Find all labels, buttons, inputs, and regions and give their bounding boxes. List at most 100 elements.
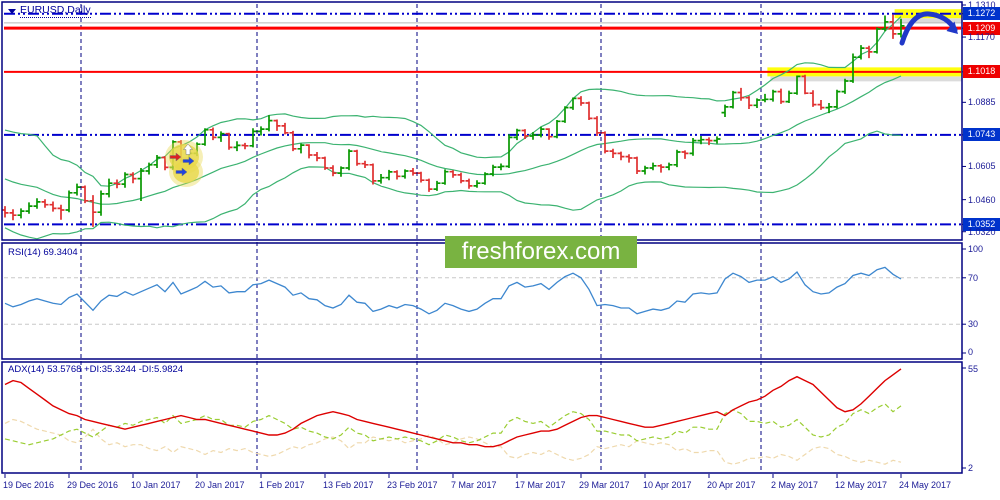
ohlc-bar (809, 90, 817, 107)
ohlc-bar (385, 169, 393, 181)
ohlc-bar (561, 106, 569, 123)
ohlc-bar (633, 156, 641, 174)
ohlc-bar (481, 172, 489, 185)
ohlc-bar (865, 45, 873, 59)
ohlc-bar (841, 78, 849, 94)
ohlc-bar (345, 149, 353, 171)
ohlc-bar (105, 178, 113, 198)
signal-arrow-icon (169, 152, 182, 162)
ohlc-bar (145, 162, 153, 175)
ohlc-bar (801, 74, 809, 95)
symbol-label-text: EURUSD,Daily (20, 4, 91, 18)
ohlc-bar (441, 169, 449, 185)
ohlc-bar (73, 183, 81, 196)
ohlc-bar (497, 163, 505, 171)
adx-panel-border (1, 361, 963, 474)
ohlc-bar (833, 89, 841, 109)
symbol-period-selector[interactable]: EURUSD,Daily (8, 4, 91, 18)
ohlc-bar (713, 136, 721, 144)
ohlc-bar (449, 170, 457, 178)
ohlc-bar (297, 143, 305, 154)
ohlc-bar (857, 45, 865, 60)
ohlc-bar (97, 190, 105, 216)
ohlc-bar (17, 208, 25, 219)
ohlc-bar (425, 178, 433, 192)
ohlc-bar (673, 149, 681, 168)
ohlc-bar (521, 129, 529, 139)
ohlc-bar (401, 169, 409, 179)
main-panel-border (1, 1, 963, 241)
ohlc-bar (129, 172, 137, 184)
ohlc-bar (585, 101, 593, 120)
ohlc-bar (617, 151, 625, 161)
ohlc-bar (433, 180, 441, 191)
signal-arrow-icon (182, 143, 194, 155)
trend-arrow-head (946, 21, 958, 34)
ohlc-bar (881, 15, 889, 32)
ohlc-bar (753, 98, 761, 108)
ohlc-bar (513, 128, 521, 141)
ohlc-bar (545, 128, 553, 140)
ohlc-bar (457, 172, 465, 184)
ohlc-bar (793, 75, 801, 95)
ohlc-bar (705, 137, 713, 146)
ohlc-bar (737, 87, 745, 101)
ohlc-bar (697, 136, 705, 145)
ohlc-bar (473, 180, 481, 188)
ohlc-bar (153, 155, 161, 168)
ohlc-bar (745, 96, 753, 109)
ohlc-bar (273, 119, 281, 131)
ohlc-bar (537, 126, 545, 138)
ohlc-bar (121, 172, 129, 188)
adx-line (4, 368, 902, 448)
ohlc-bar (281, 122, 289, 135)
ohlc-bar (641, 165, 649, 175)
signal-arrow-icon (182, 156, 195, 166)
ohlc-bar (505, 134, 513, 168)
highlight-zone-shadow (897, 18, 962, 24)
ohlc-bar (393, 170, 401, 180)
ohlc-bar (265, 115, 273, 132)
ohlc-bar (201, 128, 209, 146)
ohlc-bar (41, 199, 49, 208)
plus-di-line (4, 403, 902, 446)
ohlc-bar (897, 18, 905, 38)
ohlc-bar (225, 132, 233, 150)
ohlc-bar (329, 165, 337, 177)
ohlc-bar (849, 53, 857, 83)
minus-di-line (4, 418, 902, 465)
ohlc-bar (33, 198, 41, 209)
ohlc-bar (649, 162, 657, 171)
ohlc-bar (161, 156, 169, 171)
ohlc-bar (777, 88, 785, 104)
ohlc-bar (137, 168, 145, 201)
rsi-indicator-label: RSI(14) 69.3404 (8, 247, 78, 258)
ohlc-bar (889, 14, 897, 39)
highlight-zone-shadow (770, 76, 962, 82)
ohlc-bar (769, 89, 777, 102)
ohlc-bar (113, 179, 121, 189)
ohlc-bar (761, 93, 769, 103)
ohlc-bar (681, 150, 689, 159)
ohlc-bar (785, 90, 793, 103)
ohlc-bar (625, 154, 633, 163)
adx-indicator-label: ADX(14) 53.5768 +DI:35.3244 -DI:5.9824 (8, 364, 184, 375)
ohlc-bar (593, 116, 601, 136)
ohlc-bar (65, 190, 73, 213)
bollinger-middle-band (4, 75, 902, 205)
signal-arrow-icon (175, 167, 188, 177)
ohlc-bar (209, 127, 217, 141)
ohlc-bar (233, 141, 241, 152)
ohlc-bar (81, 185, 89, 204)
ohlc-bar (529, 132, 537, 140)
ohlc-bar (241, 142, 249, 150)
ohlc-bar (257, 126, 265, 136)
chevron-down-icon (8, 8, 16, 14)
broker-watermark: freshforex.com (445, 236, 637, 268)
ohlc-bar (49, 201, 57, 212)
ohlc-bar (289, 130, 297, 152)
ohlc-bar (465, 178, 473, 189)
trend-arrow-annotation (899, 11, 958, 46)
ohlc-bar (217, 131, 225, 142)
bollinger-lower-band (4, 130, 902, 240)
